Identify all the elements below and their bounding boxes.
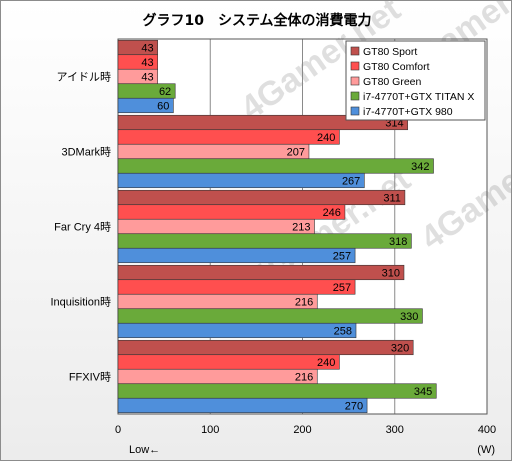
x-tick-label: 300: [386, 424, 404, 436]
bar: [117, 354, 340, 370]
bar: [117, 247, 356, 264]
data-label: 270: [345, 400, 363, 412]
x-axis-note: Low←: [129, 444, 160, 456]
data-label: 43: [141, 57, 153, 69]
bar: [117, 218, 315, 235]
data-label: 257: [333, 282, 351, 294]
legend-swatch: [350, 91, 360, 101]
data-label: 318: [389, 236, 407, 248]
x-tick-label: 0: [115, 424, 121, 436]
bar: [117, 129, 340, 145]
category-label: Inquisition時: [50, 296, 111, 309]
bar: [117, 204, 346, 220]
legend: [345, 40, 486, 121]
bar: [117, 322, 357, 339]
chart-title: グラフ10 システム全体の消費電力: [142, 12, 371, 29]
bar: [117, 158, 434, 174]
data-label: 43: [141, 42, 153, 54]
data-label: 310: [382, 267, 400, 279]
data-label: 258: [334, 325, 352, 337]
legend-label: i7-4770T+GTX TITAN X: [363, 91, 474, 103]
data-label: 216: [295, 371, 313, 383]
data-label: 320: [391, 342, 409, 354]
legend-label: GT80 Sport: [363, 46, 417, 58]
data-label: 240: [317, 357, 335, 369]
data-label: 342: [411, 161, 429, 173]
legend-swatch: [350, 61, 360, 71]
legend-label: GT80 Comfort: [363, 61, 430, 73]
data-label: 267: [342, 175, 360, 187]
bar: [117, 397, 368, 414]
x-axis-unit: (W): [477, 444, 495, 456]
bar: [117, 264, 405, 281]
category-label: Far Cry 4時: [54, 221, 111, 234]
bar: [117, 308, 423, 324]
data-label: 216: [295, 296, 313, 308]
category-label: 3DMark時: [61, 146, 111, 159]
data-label: 257: [333, 250, 351, 262]
bar: [117, 383, 437, 399]
x-tick-label: 100: [201, 424, 219, 436]
data-label: 246: [323, 207, 341, 219]
bar: [117, 172, 365, 189]
data-label: 240: [317, 132, 335, 144]
data-label: 62: [159, 86, 171, 98]
legend-swatch: [350, 76, 360, 86]
data-label: 330: [400, 311, 418, 323]
data-label: 345: [414, 386, 432, 398]
legend-swatch: [350, 106, 360, 116]
bar: [117, 189, 406, 206]
data-label: 60: [157, 100, 169, 112]
data-label: 311: [383, 192, 401, 204]
category-label: FFXIV時: [69, 371, 111, 384]
data-label: 207: [287, 146, 305, 158]
data-label: 43: [141, 71, 153, 83]
legend-label: i7-4770T+GTX 980: [363, 106, 453, 118]
bar: [117, 143, 310, 160]
category-label: アイドル時: [57, 71, 111, 84]
x-tick-label: 400: [478, 424, 496, 436]
bar: [117, 339, 414, 356]
x-tick-label: 200: [293, 424, 311, 436]
bar: [117, 279, 356, 295]
bar: [117, 368, 318, 385]
legend-swatch: [350, 46, 360, 56]
bar: [117, 233, 412, 249]
data-label: 213: [292, 221, 310, 233]
legend-label: GT80 Green: [363, 76, 422, 88]
bar: [117, 293, 318, 310]
bar: [117, 97, 174, 114]
